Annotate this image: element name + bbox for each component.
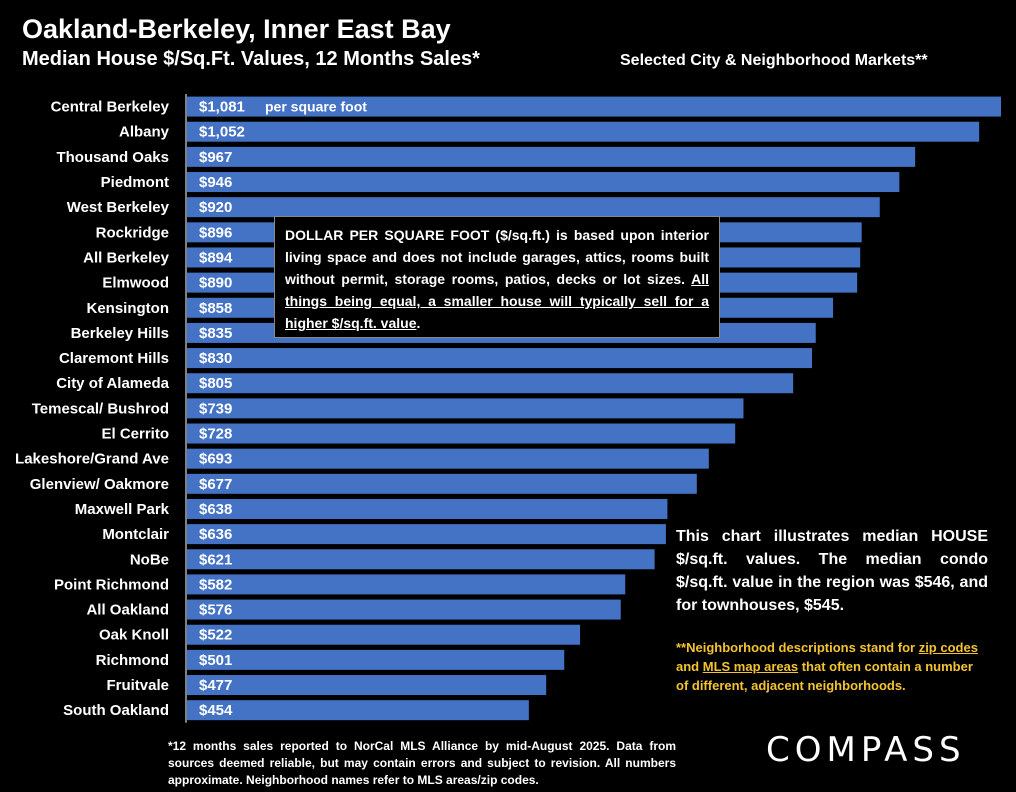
- category-label: Claremont Hills: [59, 350, 169, 367]
- data-label: $477: [199, 677, 232, 694]
- data-label: $890: [199, 275, 232, 292]
- bar: [187, 498, 668, 519]
- data-label: $896: [199, 224, 232, 241]
- data-label: $967: [199, 149, 232, 166]
- data-label: $677: [199, 476, 232, 493]
- bar: [187, 700, 529, 721]
- data-label: $638: [199, 501, 232, 518]
- compass-logo: COMPASS: [766, 730, 966, 770]
- bar: [187, 172, 900, 193]
- neighborhood-note-mid: and: [676, 659, 703, 674]
- data-label: $454: [199, 702, 233, 719]
- bar: [187, 373, 794, 394]
- bar: [187, 146, 916, 167]
- bar: [187, 649, 565, 670]
- definition-end: .: [416, 315, 421, 331]
- data-label: $920: [199, 199, 232, 216]
- category-label: Piedmont: [101, 174, 169, 191]
- bar: [187, 675, 547, 696]
- bar: [187, 197, 880, 218]
- category-label: City of Alameda: [56, 375, 169, 392]
- data-label: $636: [199, 526, 232, 543]
- category-label: Lakeshore/Grand Ave: [15, 451, 169, 468]
- category-label: Fruitvale: [106, 677, 169, 694]
- data-label: $1,052: [199, 124, 245, 141]
- category-label: Glenview/ Oakmore: [30, 476, 169, 493]
- definition-box: DOLLAR PER SQUARE FOOT ($/sq.ft.) is bas…: [274, 216, 720, 338]
- data-label: $728: [199, 426, 232, 443]
- data-label: $693: [199, 451, 232, 468]
- data-label: $830: [199, 350, 232, 367]
- category-label: NoBe: [130, 551, 169, 568]
- bar: [187, 574, 626, 595]
- data-label: $501: [199, 652, 232, 669]
- bar: [187, 96, 1001, 117]
- category-label: Rockridge: [96, 224, 169, 241]
- category-label: Oak Knoll: [99, 627, 169, 644]
- bar: [187, 448, 709, 469]
- definition-emphasis: All things being equal, a smaller house …: [285, 271, 709, 331]
- category-label: Richmond: [96, 652, 169, 669]
- footnote: *12 months sales reported to NorCal MLS …: [168, 739, 676, 787]
- category-label: Berkeley Hills: [71, 325, 169, 342]
- neighborhood-note: **Neighborhood descriptions stand for zi…: [676, 638, 988, 695]
- data-label: $621: [199, 551, 232, 568]
- category-label: Elmwood: [102, 275, 169, 292]
- category-label: Montclair: [102, 526, 169, 543]
- bar: [187, 599, 621, 620]
- category-label: South Oakland: [63, 702, 169, 719]
- chart-subtitle: Median House $/Sq.Ft. Values, 12 Months …: [22, 48, 480, 70]
- category-label: Albany: [119, 124, 170, 141]
- markets-subtitle: Selected City & Neighborhood Markets**: [620, 52, 928, 69]
- mls-map-areas-link[interactable]: MLS map areas: [702, 659, 799, 674]
- bar: [187, 549, 655, 570]
- neighborhood-note-post: that often contain a number of different…: [676, 659, 973, 693]
- neighborhood-note-pre: **Neighborhood descriptions stand for: [676, 640, 919, 655]
- data-label: $835: [199, 325, 232, 342]
- category-label: Thousand Oaks: [56, 149, 169, 166]
- bar: [187, 524, 666, 545]
- category-label: All Oakland: [86, 602, 169, 619]
- median-note: This chart illustrates median HOUSE $/sq…: [676, 528, 988, 614]
- chart-title: Oakland-Berkeley, Inner East Bay: [22, 14, 451, 44]
- category-label: Kensington: [87, 300, 170, 317]
- data-label: $582: [199, 576, 232, 593]
- data-label: $858: [199, 300, 232, 317]
- bar: [187, 348, 812, 369]
- data-label: $805: [199, 375, 232, 392]
- data-label: $894: [199, 249, 233, 266]
- bar: [187, 423, 736, 444]
- category-label: All Berkeley: [83, 249, 170, 266]
- category-label: Central Berkeley: [51, 99, 170, 116]
- category-label: Point Richmond: [54, 576, 169, 593]
- data-label: $522: [199, 627, 232, 644]
- data-label: $1,081: [199, 99, 245, 116]
- zip-codes-link[interactable]: zip codes: [918, 640, 978, 655]
- bar: [187, 624, 581, 645]
- data-label: $946: [199, 174, 232, 191]
- bar: [187, 473, 697, 494]
- data-label: $739: [199, 400, 232, 417]
- bar: [187, 398, 744, 419]
- bar: [187, 121, 980, 142]
- category-label: El Cerrito: [101, 426, 169, 443]
- data-label: $576: [199, 602, 232, 619]
- unit-label: per square foot: [265, 99, 367, 115]
- category-label: West Berkeley: [67, 199, 170, 216]
- category-label: Maxwell Park: [75, 501, 170, 518]
- category-label: Temescal/ Bushrod: [32, 400, 169, 417]
- definition-text: DOLLAR PER SQUARE FOOT ($/sq.ft.) is bas…: [285, 227, 709, 287]
